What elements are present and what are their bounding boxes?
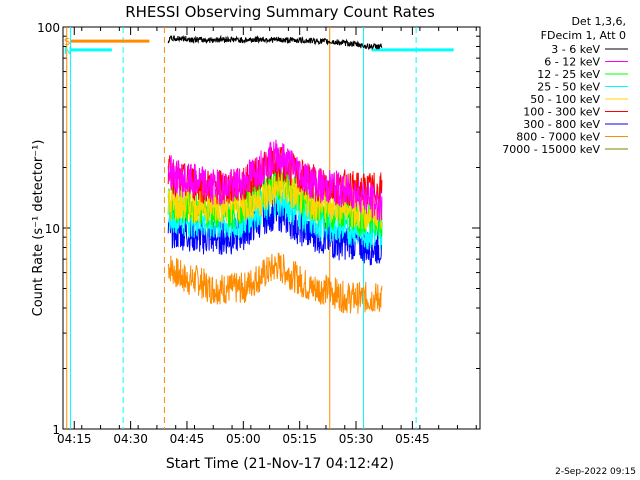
header-line-2: FDecim 1, Att 0: [541, 29, 626, 42]
x-tick-label: 05:00: [226, 432, 261, 446]
x-tick-label: 04:45: [170, 432, 205, 446]
header-line-1: Det 1,3,6,: [571, 15, 626, 28]
x-tick-label: 04:30: [113, 432, 148, 446]
x-tick-label: 05:30: [339, 432, 374, 446]
series-line: [167, 252, 383, 314]
series-group: [167, 34, 383, 314]
series-line: [167, 139, 383, 222]
legend-label: 50 - 100 keV: [530, 93, 600, 106]
series-line: [167, 171, 383, 230]
legend-label: 25 - 50 keV: [537, 81, 600, 94]
y-axis-label: Count Rate (s⁻¹ detector⁻¹): [31, 140, 46, 317]
legend-label: 3 - 6 keV: [551, 43, 600, 56]
x-tick-label: 04:15: [57, 432, 92, 446]
marker-label: S: [64, 37, 70, 48]
y-tick-label: 100: [37, 21, 60, 35]
x-axis-label: Start Time (21-Nov-17 04:12:42): [166, 456, 394, 472]
legend-label: 300 - 800 keV: [523, 118, 600, 131]
instrument-markers: SN: [64, 27, 454, 429]
series-line: [167, 34, 383, 51]
legend-label: 800 - 7000 keV: [516, 131, 600, 144]
legend-label: 6 - 12 keV: [544, 56, 600, 69]
y-tick-label: 1: [52, 423, 60, 437]
x-tick-label: 05:45: [395, 432, 430, 446]
timestamp: 2-Sep-2022 09:15: [555, 467, 636, 477]
chart-title: RHESSI Observing Summary Count Rates: [125, 3, 435, 21]
y-tick-label: 10: [45, 222, 60, 236]
x-tick-label: 05:15: [282, 432, 317, 446]
legend-label: 100 - 300 keV: [523, 106, 600, 119]
axis-ticks: 04:15 04:30 04:45 05:00 05:15 05:30 05:45 1 10 10…: [37, 21, 480, 446]
marker-label: N: [64, 46, 71, 57]
legend-label: 7000 - 15000 keV: [502, 143, 600, 156]
legend-label: 12 - 25 keV: [537, 68, 600, 81]
